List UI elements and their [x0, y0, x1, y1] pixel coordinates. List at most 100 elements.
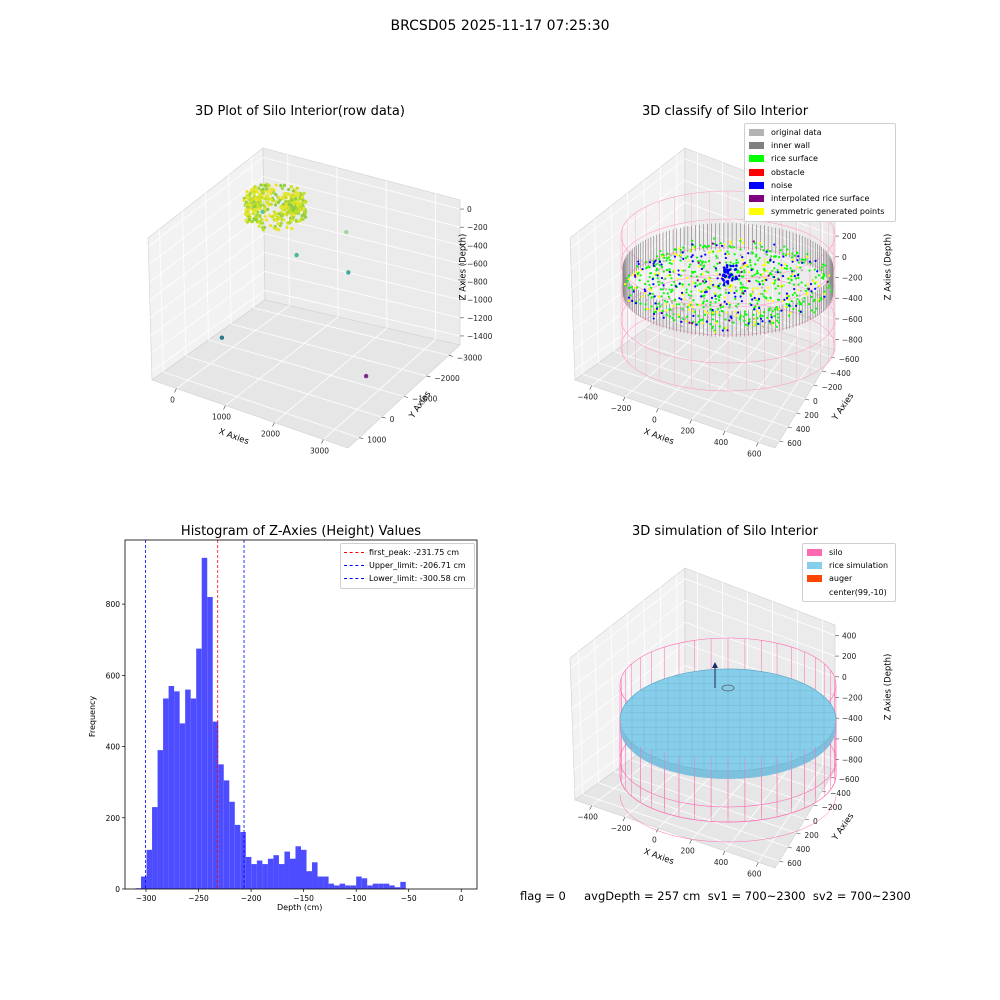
panel4-legend: silo rice simulation auger center(99,-10…: [802, 543, 896, 602]
classified-point: [756, 287, 759, 290]
classified-point: [707, 245, 710, 248]
classified-point: [746, 328, 749, 331]
classified-point: [759, 315, 762, 318]
raw-data-point: [280, 195, 285, 199]
legend-swatch: [749, 129, 764, 137]
classified-point: [785, 296, 789, 300]
z-tick-label: −800: [467, 278, 488, 287]
classified-point: [761, 293, 764, 296]
classified-point: [756, 309, 759, 313]
classified-point: [705, 299, 709, 302]
classified-point: [789, 267, 792, 270]
raw-data-point: [285, 225, 289, 229]
classified-point: [636, 286, 639, 289]
classified-point: [773, 275, 776, 279]
legend-label: symmetric generated points: [771, 207, 885, 217]
classified-point: [792, 283, 796, 286]
classified-point: [752, 323, 756, 327]
classified-point: [749, 261, 752, 264]
classified-point: [796, 274, 800, 277]
classified-point: [711, 311, 714, 314]
grid-line: [614, 771, 797, 834]
classified-point: [724, 288, 727, 291]
x-tick-label: −400: [577, 393, 598, 402]
classified-point: [756, 269, 759, 273]
noise-point: [729, 264, 733, 268]
classified-point: [689, 301, 692, 304]
classified-point: [704, 253, 707, 256]
x-tick: [689, 839, 692, 844]
classified-point: [732, 275, 735, 278]
classified-point: [727, 301, 730, 304]
y-tick: [787, 846, 792, 849]
legend-label: inner wall: [771, 141, 811, 151]
classified-point: [662, 284, 665, 287]
classified-point: [676, 277, 679, 280]
classified-point: [730, 289, 733, 292]
classified-point: [715, 269, 718, 272]
classified-point: [761, 279, 764, 283]
classified-point: [668, 261, 671, 265]
classified-point: [688, 265, 691, 269]
raw-data-point: [293, 205, 297, 209]
classified-point: [765, 269, 768, 272]
legend-label: silo: [829, 548, 843, 558]
classified-point: [703, 313, 707, 316]
classified-point: [719, 293, 722, 297]
classified-point: [714, 321, 717, 324]
classified-point: [756, 272, 759, 275]
classified-point: [799, 310, 802, 313]
classified-point: [700, 290, 703, 293]
classified-point: [803, 297, 806, 300]
y-tick: [403, 396, 409, 398]
raw-data-point: [275, 215, 280, 219]
z-tick-label: 0: [467, 205, 472, 214]
classified-point: [763, 264, 767, 267]
raw-data-point: [287, 187, 291, 192]
classified-point: [681, 309, 684, 312]
classified-point: [644, 290, 647, 293]
classified-point: [687, 283, 691, 286]
classified-point: [767, 274, 770, 277]
classified-point: [743, 289, 747, 293]
classified-point: [755, 253, 758, 256]
classified-point: [627, 296, 631, 299]
grid-line: [150, 271, 265, 354]
classified-point: [679, 256, 682, 259]
histogram-bar: [361, 878, 368, 889]
z-tick-label: 400: [842, 631, 857, 640]
classified-point: [627, 299, 630, 302]
classified-point: [714, 285, 718, 288]
raw-data-point: [248, 212, 252, 216]
classified-point: [724, 318, 727, 321]
classified-point: [639, 302, 642, 305]
x-tick-label: −200: [611, 824, 632, 833]
raw-data-point: [248, 203, 252, 207]
classified-point: [744, 313, 747, 316]
z-tick-label: −600: [467, 259, 488, 268]
classified-point: [773, 315, 776, 318]
classified-point: [755, 297, 758, 301]
raw-data-point: [264, 218, 269, 222]
classified-point: [660, 263, 663, 266]
classified-point: [734, 310, 737, 313]
classified-point: [762, 325, 765, 328]
classified-point: [691, 322, 694, 325]
y-tick-label: −1000: [412, 395, 438, 404]
grid-line: [645, 328, 814, 386]
y-tick-label: 400: [796, 425, 811, 434]
classified-point: [759, 292, 763, 295]
legend-swatch: [749, 195, 764, 203]
histogram-bar: [157, 750, 164, 889]
y-tick: [359, 437, 364, 439]
classified-point: [724, 256, 727, 260]
classified-point: [649, 289, 652, 292]
classified-point: [743, 271, 746, 274]
classified-point: [808, 315, 811, 318]
classified-point: [756, 258, 759, 262]
classified-point: [770, 320, 774, 323]
classified-point: [685, 277, 689, 280]
classified-point: [767, 299, 770, 302]
classified-point: [776, 271, 779, 274]
classified-point: [806, 291, 809, 295]
